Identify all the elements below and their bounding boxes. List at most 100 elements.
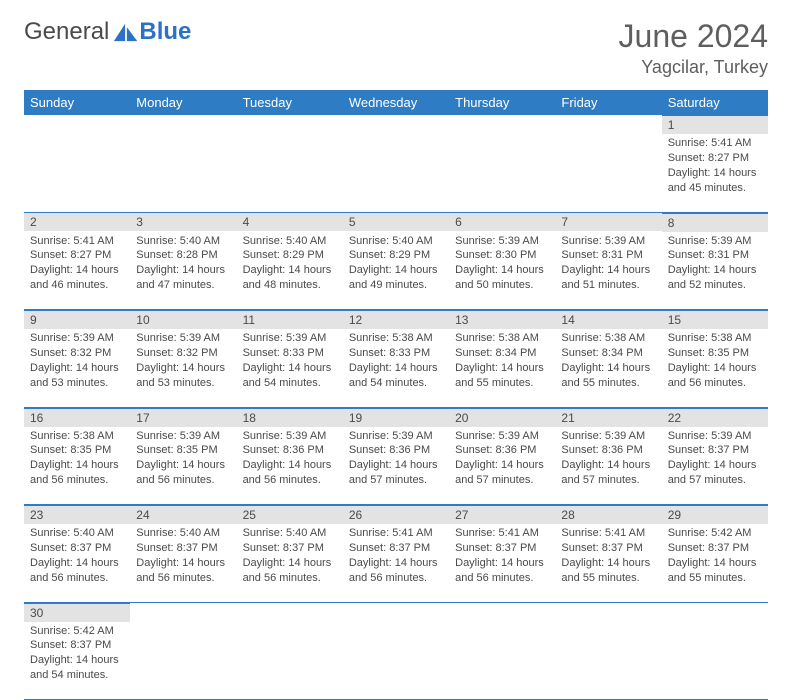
day-header: Saturday bbox=[662, 90, 768, 115]
day-cell: Sunrise: 5:41 AMSunset: 8:37 PMDaylight:… bbox=[449, 524, 555, 602]
day-cell: Sunrise: 5:41 AMSunset: 8:37 PMDaylight:… bbox=[343, 524, 449, 602]
day-cell: Sunrise: 5:38 AMSunset: 8:35 PMDaylight:… bbox=[24, 427, 130, 505]
day-cell: Sunrise: 5:39 AMSunset: 8:32 PMDaylight:… bbox=[24, 329, 130, 407]
day-number: 3 bbox=[130, 212, 236, 231]
day-number: 10 bbox=[130, 310, 236, 329]
calendar: SundayMondayTuesdayWednesdayThursdayFrid… bbox=[24, 90, 768, 700]
day-details: Sunrise: 5:39 AMSunset: 8:36 PMDaylight:… bbox=[555, 427, 661, 492]
day-number: 7 bbox=[555, 212, 661, 231]
logo-text-general: General bbox=[24, 18, 109, 46]
day-number: 22 bbox=[662, 408, 768, 427]
day-cell: Sunrise: 5:39 AMSunset: 8:37 PMDaylight:… bbox=[662, 427, 768, 505]
day-number: 29 bbox=[662, 505, 768, 524]
day-cell: Sunrise: 5:40 AMSunset: 8:28 PMDaylight:… bbox=[130, 232, 236, 310]
day-number: 16 bbox=[24, 408, 130, 427]
logo-text-blue: Blue bbox=[139, 18, 191, 46]
day-cell: Sunrise: 5:42 AMSunset: 8:37 PMDaylight:… bbox=[662, 524, 768, 602]
day-header: Monday bbox=[130, 90, 236, 115]
day-cell: Sunrise: 5:39 AMSunset: 8:33 PMDaylight:… bbox=[237, 329, 343, 407]
day-cell: Sunrise: 5:40 AMSunset: 8:29 PMDaylight:… bbox=[343, 232, 449, 310]
day-cell: Sunrise: 5:40 AMSunset: 8:37 PMDaylight:… bbox=[130, 524, 236, 602]
title-block: June 2024 Yagcilar, Turkey bbox=[619, 18, 768, 78]
day-details: Sunrise: 5:41 AMSunset: 8:27 PMDaylight:… bbox=[24, 232, 130, 297]
day-cell: Sunrise: 5:41 AMSunset: 8:27 PMDaylight:… bbox=[662, 134, 768, 212]
day-number: 23 bbox=[24, 505, 130, 524]
day-number: 15 bbox=[662, 310, 768, 329]
day-number: 20 bbox=[449, 408, 555, 427]
day-details: Sunrise: 5:39 AMSunset: 8:32 PMDaylight:… bbox=[24, 329, 130, 394]
day-details: Sunrise: 5:39 AMSunset: 8:33 PMDaylight:… bbox=[237, 329, 343, 394]
logo: General Blue bbox=[24, 18, 191, 46]
day-cell: Sunrise: 5:39 AMSunset: 8:36 PMDaylight:… bbox=[449, 427, 555, 505]
day-details: Sunrise: 5:39 AMSunset: 8:36 PMDaylight:… bbox=[343, 427, 449, 492]
day-details: Sunrise: 5:39 AMSunset: 8:36 PMDaylight:… bbox=[237, 427, 343, 492]
day-details: Sunrise: 5:38 AMSunset: 8:35 PMDaylight:… bbox=[24, 427, 130, 492]
day-number: 11 bbox=[237, 310, 343, 329]
day-number: 12 bbox=[343, 310, 449, 329]
day-header: Friday bbox=[555, 90, 661, 115]
day-cell: Sunrise: 5:40 AMSunset: 8:37 PMDaylight:… bbox=[237, 524, 343, 602]
day-details: Sunrise: 5:40 AMSunset: 8:29 PMDaylight:… bbox=[237, 232, 343, 297]
day-number: 18 bbox=[237, 408, 343, 427]
day-number: 2 bbox=[24, 212, 130, 231]
day-details: Sunrise: 5:38 AMSunset: 8:33 PMDaylight:… bbox=[343, 329, 449, 394]
day-cell: Sunrise: 5:39 AMSunset: 8:31 PMDaylight:… bbox=[662, 232, 768, 310]
day-details: Sunrise: 5:39 AMSunset: 8:30 PMDaylight:… bbox=[449, 232, 555, 297]
day-details: Sunrise: 5:39 AMSunset: 8:37 PMDaylight:… bbox=[662, 427, 768, 492]
day-details: Sunrise: 5:40 AMSunset: 8:37 PMDaylight:… bbox=[24, 524, 130, 589]
day-details: Sunrise: 5:40 AMSunset: 8:28 PMDaylight:… bbox=[130, 232, 236, 297]
day-number: 24 bbox=[130, 505, 236, 524]
day-cell: Sunrise: 5:42 AMSunset: 8:37 PMDaylight:… bbox=[24, 622, 130, 700]
day-details: Sunrise: 5:41 AMSunset: 8:37 PMDaylight:… bbox=[449, 524, 555, 589]
day-details: Sunrise: 5:42 AMSunset: 8:37 PMDaylight:… bbox=[24, 622, 130, 687]
day-number: 17 bbox=[130, 408, 236, 427]
day-details: Sunrise: 5:38 AMSunset: 8:34 PMDaylight:… bbox=[449, 329, 555, 394]
day-header: Tuesday bbox=[237, 90, 343, 115]
day-cell: Sunrise: 5:39 AMSunset: 8:36 PMDaylight:… bbox=[343, 427, 449, 505]
day-cell: Sunrise: 5:38 AMSunset: 8:34 PMDaylight:… bbox=[449, 329, 555, 407]
header: General Blue June 2024 Yagcilar, Turkey bbox=[0, 0, 792, 86]
day-cell: Sunrise: 5:39 AMSunset: 8:30 PMDaylight:… bbox=[449, 232, 555, 310]
day-cell: Sunrise: 5:39 AMSunset: 8:32 PMDaylight:… bbox=[130, 329, 236, 407]
day-details: Sunrise: 5:39 AMSunset: 8:35 PMDaylight:… bbox=[130, 427, 236, 492]
day-details: Sunrise: 5:40 AMSunset: 8:37 PMDaylight:… bbox=[237, 524, 343, 589]
location: Yagcilar, Turkey bbox=[619, 57, 768, 78]
day-cell: Sunrise: 5:41 AMSunset: 8:37 PMDaylight:… bbox=[555, 524, 661, 602]
day-cell: Sunrise: 5:38 AMSunset: 8:33 PMDaylight:… bbox=[343, 329, 449, 407]
day-number: 9 bbox=[24, 310, 130, 329]
day-number: 13 bbox=[449, 310, 555, 329]
day-details: Sunrise: 5:41 AMSunset: 8:37 PMDaylight:… bbox=[555, 524, 661, 589]
day-details: Sunrise: 5:40 AMSunset: 8:37 PMDaylight:… bbox=[130, 524, 236, 589]
day-details: Sunrise: 5:42 AMSunset: 8:37 PMDaylight:… bbox=[662, 524, 768, 589]
day-cell: Sunrise: 5:40 AMSunset: 8:29 PMDaylight:… bbox=[237, 232, 343, 310]
day-cell: Sunrise: 5:38 AMSunset: 8:34 PMDaylight:… bbox=[555, 329, 661, 407]
day-cell: Sunrise: 5:39 AMSunset: 8:36 PMDaylight:… bbox=[237, 427, 343, 505]
day-details: Sunrise: 5:39 AMSunset: 8:31 PMDaylight:… bbox=[555, 232, 661, 297]
day-details: Sunrise: 5:39 AMSunset: 8:31 PMDaylight:… bbox=[662, 232, 768, 297]
day-number: 5 bbox=[343, 212, 449, 231]
day-details: Sunrise: 5:38 AMSunset: 8:34 PMDaylight:… bbox=[555, 329, 661, 394]
day-number: 28 bbox=[555, 505, 661, 524]
day-header-row: SundayMondayTuesdayWednesdayThursdayFrid… bbox=[24, 90, 768, 115]
day-number: 27 bbox=[449, 505, 555, 524]
day-cell: Sunrise: 5:39 AMSunset: 8:31 PMDaylight:… bbox=[555, 232, 661, 310]
day-number: 26 bbox=[343, 505, 449, 524]
day-details: Sunrise: 5:40 AMSunset: 8:29 PMDaylight:… bbox=[343, 232, 449, 297]
month-title: June 2024 bbox=[619, 18, 768, 55]
day-details: Sunrise: 5:41 AMSunset: 8:37 PMDaylight:… bbox=[343, 524, 449, 589]
day-details: Sunrise: 5:39 AMSunset: 8:36 PMDaylight:… bbox=[449, 427, 555, 492]
day-details: Sunrise: 5:39 AMSunset: 8:32 PMDaylight:… bbox=[130, 329, 236, 394]
day-number: 25 bbox=[237, 505, 343, 524]
day-number: 30 bbox=[24, 603, 130, 622]
day-details: Sunrise: 5:38 AMSunset: 8:35 PMDaylight:… bbox=[662, 329, 768, 394]
day-number: 19 bbox=[343, 408, 449, 427]
day-number: 1 bbox=[662, 115, 768, 134]
day-cell: Sunrise: 5:41 AMSunset: 8:27 PMDaylight:… bbox=[24, 232, 130, 310]
day-number: 21 bbox=[555, 408, 661, 427]
day-details: Sunrise: 5:41 AMSunset: 8:27 PMDaylight:… bbox=[662, 134, 768, 199]
day-cell: Sunrise: 5:38 AMSunset: 8:35 PMDaylight:… bbox=[662, 329, 768, 407]
day-number: 6 bbox=[449, 212, 555, 231]
day-number: 4 bbox=[237, 212, 343, 231]
day-header: Sunday bbox=[24, 90, 130, 115]
day-header: Wednesday bbox=[343, 90, 449, 115]
